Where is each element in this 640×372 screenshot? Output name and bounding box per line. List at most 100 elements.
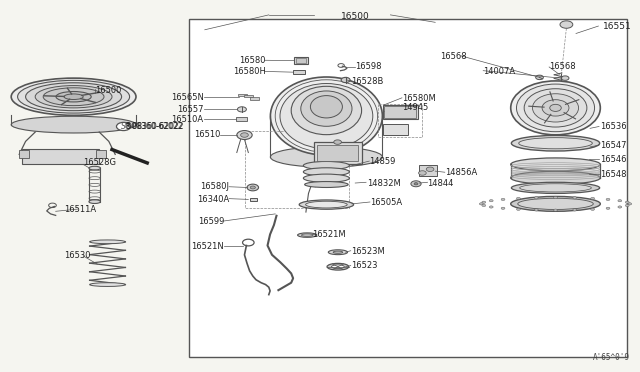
Circle shape [237, 107, 246, 112]
Bar [314, 142, 362, 164]
Circle shape [334, 140, 342, 144]
Ellipse shape [332, 265, 344, 269]
Circle shape [482, 204, 486, 206]
Ellipse shape [511, 158, 600, 171]
Ellipse shape [511, 196, 600, 211]
Text: S: S [121, 122, 126, 131]
Bar [250, 97, 259, 100]
Ellipse shape [12, 78, 136, 115]
Circle shape [426, 167, 434, 171]
Circle shape [490, 200, 493, 202]
Text: 16547: 16547 [600, 141, 627, 150]
Circle shape [490, 206, 493, 208]
Circle shape [560, 21, 573, 28]
Text: ®08360-62022: ®08360-62022 [125, 122, 183, 131]
Ellipse shape [516, 84, 595, 132]
Ellipse shape [520, 184, 591, 192]
Text: 16340A: 16340A [197, 195, 229, 203]
Ellipse shape [301, 91, 352, 126]
Text: A'65^0'9: A'65^0'9 [593, 353, 630, 362]
Bar [384, 106, 416, 118]
Bar [19, 150, 29, 158]
Ellipse shape [18, 80, 130, 113]
Circle shape [573, 197, 577, 199]
Text: 16528G: 16528G [83, 158, 116, 167]
Ellipse shape [550, 105, 561, 112]
Ellipse shape [328, 250, 348, 254]
Ellipse shape [280, 84, 372, 149]
Circle shape [341, 77, 350, 83]
Ellipse shape [303, 168, 349, 176]
Text: 16523M: 16523M [351, 247, 385, 256]
Circle shape [534, 197, 538, 199]
Ellipse shape [542, 100, 569, 116]
Bar [244, 95, 253, 97]
Text: 14856A: 14856A [445, 169, 477, 177]
Text: 16565N: 16565N [171, 93, 204, 102]
Ellipse shape [300, 200, 353, 209]
Ellipse shape [333, 251, 343, 253]
Ellipse shape [298, 233, 317, 237]
Text: 14844: 14844 [428, 179, 454, 187]
Bar [96, 150, 106, 158]
Circle shape [479, 203, 483, 205]
Ellipse shape [26, 83, 122, 111]
Text: 16521M: 16521M [312, 230, 346, 239]
Text: 16551: 16551 [603, 22, 632, 31]
Ellipse shape [12, 116, 136, 133]
Text: 16510: 16510 [195, 130, 221, 139]
Text: 16546: 16546 [600, 155, 627, 164]
Bar [250, 198, 257, 201]
Ellipse shape [90, 240, 125, 244]
Bar [296, 58, 306, 63]
Circle shape [482, 201, 486, 203]
Circle shape [250, 186, 255, 189]
Text: 16505A: 16505A [370, 198, 402, 207]
Ellipse shape [303, 161, 349, 170]
Text: 16530: 16530 [64, 251, 90, 260]
Ellipse shape [310, 96, 342, 118]
Circle shape [411, 181, 421, 187]
Ellipse shape [511, 81, 600, 135]
Circle shape [516, 197, 520, 199]
Ellipse shape [270, 77, 383, 155]
Bar [317, 145, 358, 161]
Bar [383, 105, 418, 119]
Circle shape [606, 207, 610, 209]
Text: 16580J: 16580J [200, 182, 229, 191]
Circle shape [573, 209, 577, 211]
Circle shape [625, 204, 629, 206]
Text: 16568: 16568 [440, 52, 467, 61]
Ellipse shape [511, 171, 600, 185]
Text: 16523: 16523 [351, 262, 377, 270]
Text: 14945: 14945 [402, 103, 428, 112]
Text: 16510A: 16510A [172, 115, 204, 124]
Circle shape [618, 200, 621, 202]
Ellipse shape [519, 138, 593, 149]
Text: 16548: 16548 [600, 170, 627, 179]
Text: 16528B: 16528B [351, 77, 383, 86]
Circle shape [591, 197, 595, 199]
Ellipse shape [518, 198, 593, 209]
Circle shape [561, 76, 569, 80]
Circle shape [618, 206, 621, 208]
Bar [294, 57, 308, 64]
Circle shape [116, 122, 131, 131]
Bar [22, 149, 99, 164]
Ellipse shape [35, 86, 112, 108]
Text: 16521N: 16521N [191, 242, 224, 251]
Ellipse shape [303, 174, 349, 182]
Circle shape [414, 183, 418, 185]
Ellipse shape [291, 86, 362, 135]
Circle shape [516, 208, 520, 211]
Circle shape [237, 131, 252, 140]
Text: 16599: 16599 [198, 217, 224, 226]
Text: 16511A: 16511A [64, 205, 96, 214]
Text: ®08360-62022: ®08360-62022 [124, 122, 182, 131]
Circle shape [536, 75, 543, 80]
Ellipse shape [56, 92, 92, 102]
Text: 16500: 16500 [95, 86, 121, 94]
Bar [189, 19, 627, 357]
Circle shape [606, 198, 610, 201]
Ellipse shape [270, 147, 383, 167]
